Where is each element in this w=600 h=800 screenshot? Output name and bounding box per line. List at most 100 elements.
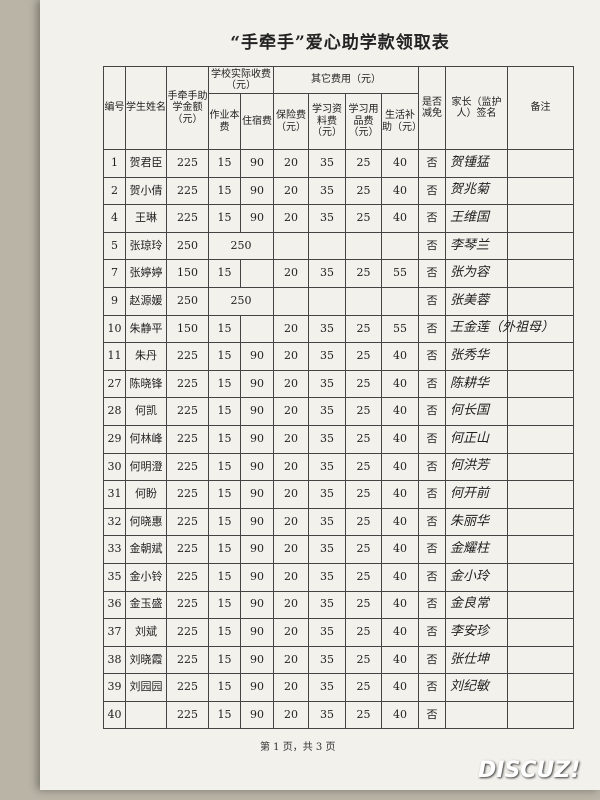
- homework-fee: 15: [208, 424, 241, 454]
- lodging-fee: 90: [240, 176, 274, 206]
- materials-fee: 35: [308, 204, 346, 233]
- signature: 张秀华: [445, 342, 508, 371]
- aid-amount: 225: [166, 645, 209, 675]
- homework-fee: 15: [208, 507, 241, 537]
- title: “手牵手”爱心助学款领取表: [230, 33, 450, 53]
- materials-fee: 35: [308, 397, 346, 426]
- header: 学校实际收费（元）: [208, 66, 274, 94]
- living-allowance: 55: [381, 314, 419, 344]
- homework-fee: 15: [208, 480, 241, 509]
- living-allowance: 40: [381, 700, 419, 730]
- aid-amount: 225: [166, 342, 209, 371]
- supplies-fee: 25: [345, 645, 382, 675]
- homework-fee: 15: [208, 149, 241, 178]
- insurance-fee: 20: [273, 590, 309, 620]
- table-row: 10 朱静平 150 15 20 35 25 55 否王金莲（外祖母）: [103, 314, 574, 344]
- homework-fee: 15: [208, 342, 241, 371]
- waived: 否: [418, 452, 446, 482]
- living-allowance: 40: [381, 452, 419, 482]
- student-name: 朱静平: [125, 314, 167, 344]
- lodging-fee: 90: [240, 452, 274, 482]
- signature: 何长国: [445, 397, 508, 426]
- lodging-fee: 90: [240, 562, 274, 592]
- living-allowance: [381, 231, 419, 261]
- row-number: 27: [103, 369, 126, 399]
- remarks: [507, 286, 574, 316]
- signature: 张美蓉: [445, 286, 508, 316]
- remarks: [507, 700, 574, 730]
- header: 是否减免: [418, 66, 446, 150]
- supplies-fee: 25: [345, 397, 382, 426]
- signature: [445, 700, 508, 730]
- insurance-fee: 20: [273, 480, 309, 509]
- signature: 贺锺猛: [445, 149, 508, 178]
- remarks: [507, 397, 574, 426]
- header: 住宿费: [240, 93, 274, 150]
- remarks: [507, 231, 574, 261]
- supplies-fee: 25: [345, 535, 382, 564]
- table-row: 40 225 15 90 20 35 25 40 否: [103, 700, 574, 730]
- row-number: 11: [103, 342, 126, 371]
- signature: 何正山: [445, 424, 508, 454]
- row-number: 35: [103, 562, 126, 592]
- row-number: 1: [103, 149, 126, 178]
- header: 学习资料费（元）: [308, 93, 346, 150]
- aid-amount: 225: [166, 590, 209, 620]
- header: 家长（监护人）签名: [445, 66, 508, 150]
- waived: 否: [418, 424, 446, 454]
- waived: 否: [418, 507, 446, 537]
- aid-amount: 225: [166, 535, 209, 564]
- insurance-fee: 20: [273, 673, 309, 702]
- row-number: 7: [103, 259, 126, 288]
- insurance-fee: 20: [273, 535, 309, 564]
- student-name: 刘斌: [125, 618, 167, 647]
- table-row: 35 金小铃 225 15 90 20 35 25 40 否金小玲: [103, 562, 574, 592]
- remarks: [507, 452, 574, 482]
- waived: 否: [418, 562, 446, 592]
- row-number: 37: [103, 618, 126, 647]
- row-number: 31: [103, 480, 126, 509]
- remarks: [507, 314, 574, 344]
- table-row: 11 朱丹 225 15 90 20 35 25 40 否张秀华: [103, 342, 574, 371]
- waived: 否: [418, 176, 446, 206]
- insurance-fee: 20: [273, 342, 309, 371]
- materials-fee: 35: [308, 149, 346, 178]
- watermark: DISCUZ!: [478, 758, 581, 783]
- homework-fee: 15: [208, 204, 241, 233]
- header: 作业本费: [208, 93, 241, 150]
- insurance-fee: 20: [273, 314, 309, 344]
- row-number: 9: [103, 286, 126, 316]
- signature: 王金莲（外祖母）: [445, 314, 554, 344]
- row-number: 39: [103, 673, 126, 702]
- remarks: [507, 176, 574, 206]
- remarks: [507, 480, 574, 509]
- table-row: 36 金玉盛 225 15 90 20 35 25 40 否金良常: [103, 590, 574, 620]
- table-row: 4 王琳 225 15 90 20 35 25 40 否王维国: [103, 204, 574, 233]
- homework-fee: 15: [208, 562, 241, 592]
- homework-fee: 15: [208, 259, 241, 288]
- aid-amount: 225: [166, 424, 209, 454]
- aid-amount: 225: [166, 618, 209, 647]
- aid-amount: 225: [166, 204, 209, 233]
- insurance-fee: 20: [273, 452, 309, 482]
- homework-fee: 15: [208, 176, 241, 206]
- remarks: [507, 535, 574, 564]
- materials-fee: [308, 231, 346, 261]
- insurance-fee: [273, 286, 309, 316]
- waived: 否: [418, 342, 446, 371]
- lodging-fee: 90: [240, 149, 274, 178]
- living-allowance: 40: [381, 507, 419, 537]
- supplies-fee: 25: [345, 176, 382, 206]
- materials-fee: 35: [308, 424, 346, 454]
- signature: 何洪芳: [445, 452, 508, 482]
- student-name: [125, 700, 167, 730]
- row-number: 10: [103, 314, 126, 344]
- insurance-fee: 20: [273, 562, 309, 592]
- lodging-fee: 90: [240, 673, 274, 702]
- aid-amount: 150: [166, 314, 209, 344]
- supplies-fee: 25: [345, 480, 382, 509]
- row-number: 5: [103, 231, 126, 261]
- supplies-fee: [345, 286, 382, 316]
- aid-amount: 250: [166, 286, 209, 316]
